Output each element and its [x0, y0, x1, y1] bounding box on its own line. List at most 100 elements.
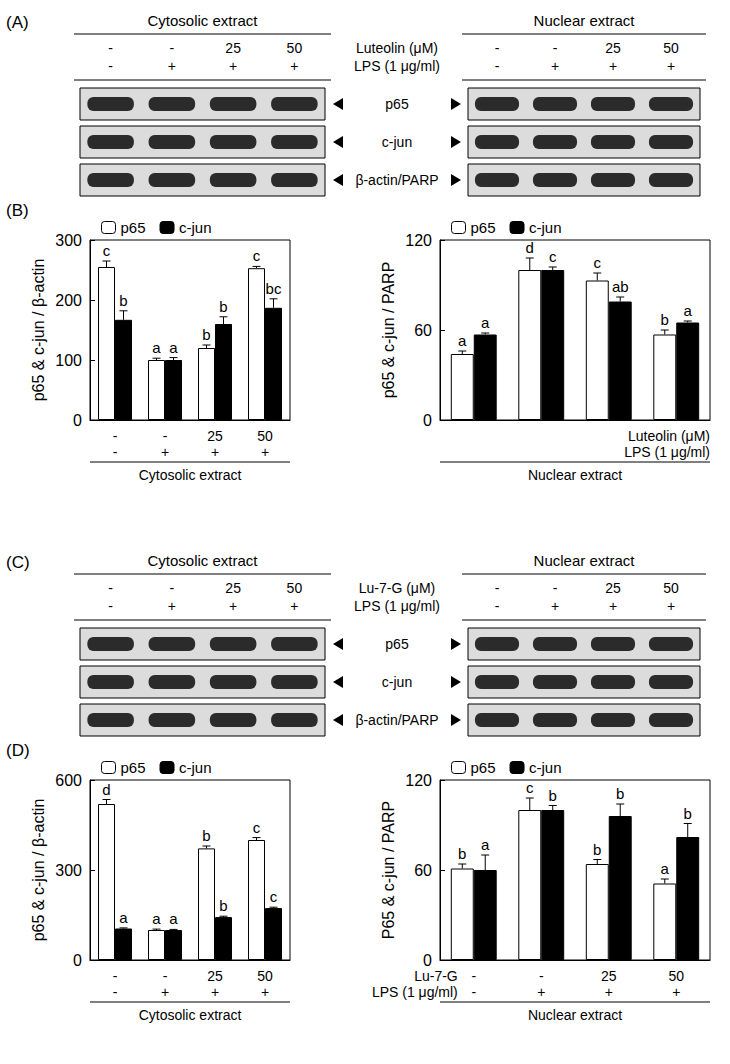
svg-text:50: 50 [663, 580, 679, 596]
svg-text:a: a [481, 836, 490, 853]
svg-text:+: + [609, 58, 617, 74]
svg-text:b: b [202, 326, 210, 343]
svg-text:-: - [471, 984, 476, 1000]
svg-text:120: 120 [405, 772, 432, 789]
svg-text:+: + [667, 598, 675, 614]
svg-text:-: - [539, 968, 544, 984]
svg-text:100: 100 [55, 352, 82, 369]
svg-text:600: 600 [55, 772, 82, 789]
svg-text:c: c [594, 254, 602, 271]
svg-text:+: + [605, 984, 613, 1000]
svg-text:-: - [553, 580, 558, 596]
svg-text:(D): (D) [6, 741, 30, 760]
svg-text:LPS (1 μg/ml): LPS (1 μg/ml) [624, 444, 710, 460]
svg-text:+: + [168, 58, 176, 74]
svg-text:c: c [549, 248, 557, 265]
svg-text:50: 50 [663, 40, 679, 56]
svg-text:50: 50 [287, 40, 303, 56]
svg-text:p65 & c-jun / β-actin: p65 & c-jun / β-actin [30, 259, 47, 402]
svg-text:(C): (C) [6, 553, 30, 572]
svg-text:+: + [168, 598, 176, 614]
svg-text:b: b [616, 785, 624, 802]
svg-text:-: - [108, 40, 113, 56]
svg-text:+: + [229, 598, 237, 614]
svg-text:25: 25 [601, 968, 617, 984]
svg-text:+: + [609, 598, 617, 614]
svg-text:-: - [163, 968, 168, 984]
svg-text:50: 50 [287, 580, 303, 596]
svg-text:-: - [471, 968, 476, 984]
svg-text:b: b [219, 897, 227, 914]
svg-text:c-jun: c-jun [382, 674, 412, 690]
svg-text:c-jun: c-jun [179, 219, 212, 236]
svg-text:25: 25 [225, 580, 241, 596]
svg-text:-: - [163, 428, 168, 444]
svg-text:p65: p65 [471, 759, 496, 776]
svg-text:b: b [219, 298, 227, 315]
svg-text:(B): (B) [6, 201, 29, 220]
svg-text:b: b [202, 827, 210, 844]
svg-text:+: + [551, 58, 559, 74]
svg-text:a: a [119, 909, 128, 926]
svg-text:300: 300 [55, 862, 82, 879]
svg-text:50: 50 [668, 968, 684, 984]
svg-text:-: - [170, 580, 175, 596]
svg-text:-: - [495, 598, 500, 614]
svg-text:LPS (1 μg/ml): LPS (1 μg/ml) [354, 58, 440, 74]
svg-text:25: 25 [605, 40, 621, 56]
svg-text:b: b [119, 292, 127, 309]
svg-text:-: - [113, 968, 118, 984]
svg-text:-: - [495, 40, 500, 56]
svg-text:a: a [458, 332, 467, 349]
svg-text:300: 300 [55, 232, 82, 249]
svg-text:+: + [211, 984, 219, 1000]
svg-text:-: - [113, 444, 118, 460]
svg-text:+: + [261, 444, 269, 460]
svg-text:p65 & c-jun / PARP: p65 & c-jun / PARP [380, 262, 397, 399]
svg-text:0: 0 [423, 952, 432, 969]
svg-text:c-jun: c-jun [382, 134, 412, 150]
svg-text:b: b [593, 841, 601, 858]
svg-text:25: 25 [225, 40, 241, 56]
svg-text:-: - [108, 598, 113, 614]
svg-text:25: 25 [605, 580, 621, 596]
svg-text:c-jun: c-jun [179, 759, 212, 776]
svg-text:a: a [481, 314, 490, 331]
svg-text:a: a [684, 302, 693, 319]
svg-text:c: c [270, 888, 278, 905]
svg-text:+: + [672, 984, 680, 1000]
svg-text:+: + [290, 598, 298, 614]
svg-text:p65: p65 [385, 636, 409, 652]
svg-text:b: b [549, 787, 557, 804]
svg-text:200: 200 [55, 292, 82, 309]
svg-text:p65: p65 [121, 759, 146, 776]
svg-text:50: 50 [257, 428, 273, 444]
svg-text:-: - [495, 58, 500, 74]
svg-text:Lu-7-G: Lu-7-G [414, 968, 458, 984]
svg-text:Luteolin (μM): Luteolin (μM) [628, 428, 710, 444]
svg-text:Cytosolic extract: Cytosolic extract [139, 1007, 242, 1023]
svg-text:+: + [229, 58, 237, 74]
svg-text:p65: p65 [471, 219, 496, 236]
svg-text:0: 0 [423, 412, 432, 429]
svg-text:-: - [170, 40, 175, 56]
svg-text:β-actin/PARP: β-actin/PARP [355, 712, 438, 728]
svg-text:Cytosolic extract: Cytosolic extract [147, 12, 258, 29]
svg-text:P65 & c-jun / PARP: P65 & c-jun / PARP [380, 801, 397, 939]
svg-text:c: c [253, 247, 261, 264]
svg-text:Luteolin (μM): Luteolin (μM) [356, 40, 438, 56]
svg-text:25: 25 [207, 428, 223, 444]
svg-text:p65: p65 [385, 96, 409, 112]
svg-text:c: c [103, 242, 111, 259]
svg-text:d: d [526, 239, 534, 256]
svg-text:a: a [152, 910, 161, 927]
svg-text:+: + [667, 58, 675, 74]
svg-text:60: 60 [414, 322, 432, 339]
svg-text:+: + [290, 58, 298, 74]
svg-text:50: 50 [257, 968, 273, 984]
svg-text:b: b [661, 311, 669, 328]
svg-text:d: d [102, 781, 110, 798]
svg-text:-: - [108, 58, 113, 74]
svg-text:Cytosolic extract: Cytosolic extract [139, 467, 242, 483]
svg-text:p65 & c-jun / β-actin: p65 & c-jun / β-actin [30, 799, 47, 942]
